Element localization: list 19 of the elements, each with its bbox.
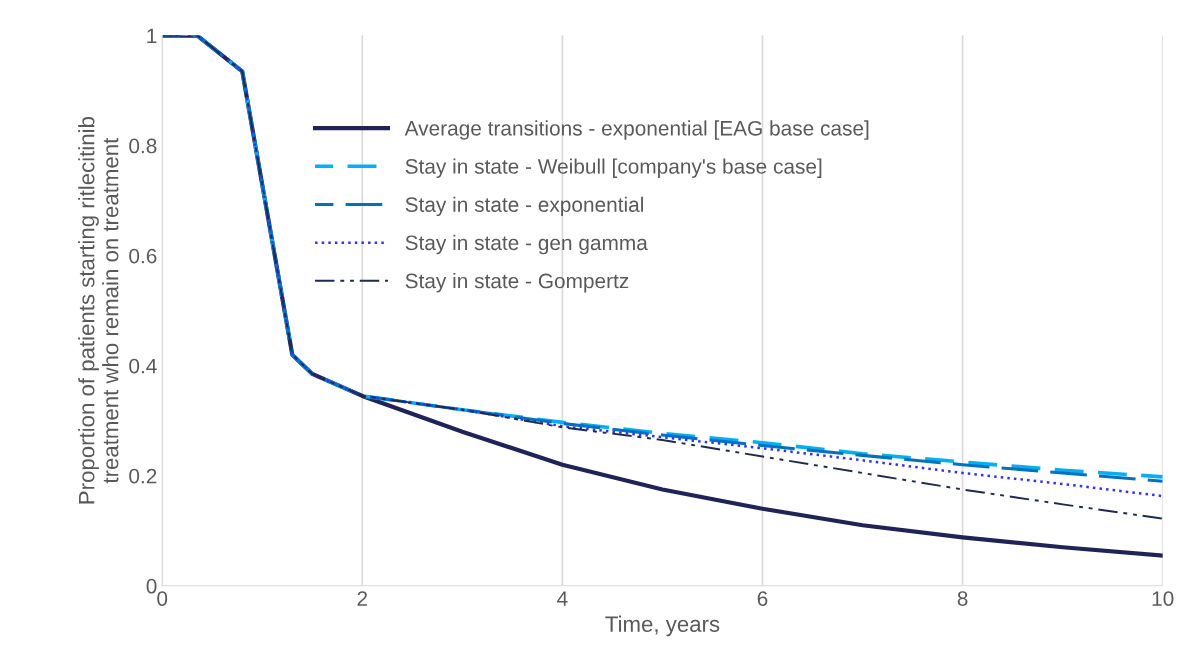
y-tick-label: 0.2 — [129, 468, 157, 484]
legend-label: Stay in state - exponential — [405, 196, 643, 217]
x-tick-label: 2 — [357, 591, 368, 606]
legend-label: Stay in state - Gompertz — [405, 273, 629, 293]
x-axis-title: Time, years — [605, 615, 720, 637]
y-tick-label: 0 — [146, 578, 157, 594]
x-tick-label: 10 — [1152, 591, 1174, 606]
legend-label: Stay in state - Weibull [company's base case] — [405, 158, 822, 178]
y-tick-label: 1 — [147, 28, 157, 44]
y-tick-label: 0.6 — [129, 248, 157, 264]
y-axis-title: Proportion of patients starting ritlecitinib treatment who remain on treatment — [78, 117, 119, 504]
y-tick-label: 0.8 — [129, 138, 157, 154]
x-tick-label: 0 — [157, 591, 168, 606]
x-tick-label: 6 — [757, 591, 768, 606]
legend-label: Stay in state - gen gamma — [405, 234, 648, 255]
legend-label: Average transitions - exponential [EAG base case] — [404, 120, 869, 140]
y-tick-label: 0.4 — [129, 358, 157, 374]
x-tick-label: 8 — [957, 591, 968, 606]
x-tick-label: 4 — [557, 591, 568, 606]
